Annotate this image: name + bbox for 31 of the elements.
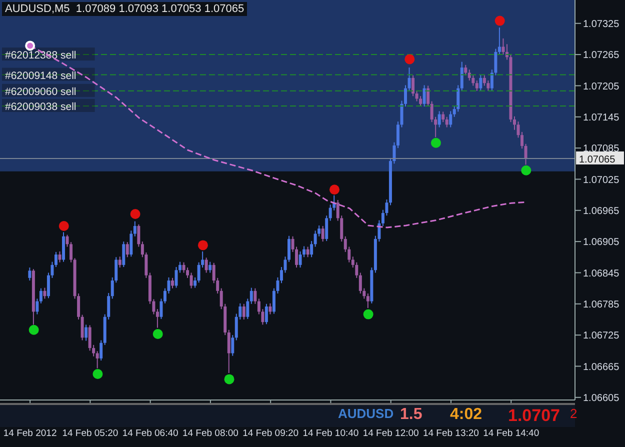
ref-line-label: #62009038 sell — [5, 100, 76, 113]
y-tick-label: 1.06965 — [583, 206, 620, 217]
chart-title: AUDUSD,M5 1.07089 1.07093 1.07053 1.07065 — [2, 2, 248, 16]
y-tick-label: 1.07325 — [583, 18, 620, 30]
x-tick-label: 14 Feb 12:00 — [362, 428, 419, 439]
y-tick-label: 1.07205 — [583, 81, 620, 92]
x-tick-label: 14 Feb 09:20 — [242, 428, 299, 439]
y-tick-label: 1.06605 — [583, 392, 620, 404]
y-tick-label: 1.07265 — [583, 50, 620, 62]
x-tick-label: 14 Feb 05:20 — [62, 428, 118, 439]
x-tick-label: 14 Feb 14:40 — [483, 428, 540, 439]
y-tick-label: 1.06725 — [583, 330, 620, 342]
text: AUDUSD — [338, 406, 394, 421]
y-tick-label: 1.07145 — [583, 112, 620, 124]
y-tick-label: 1.07025 — [583, 174, 620, 186]
x-tick-label: 14 Feb 2012 — [3, 428, 57, 439]
y-tick-label: 1.06845 — [583, 268, 620, 280]
y-tick-label: 1.06785 — [583, 299, 620, 310]
y-tick-label: 1.06905 — [583, 237, 620, 248]
text: 1.5 — [400, 406, 422, 424]
ref-line-label: 1.07065 — [579, 154, 616, 166]
text: 1.0707 — [508, 406, 560, 426]
x-tick-label: 14 Feb 06:40 — [122, 428, 178, 439]
ref-line-label: #62009060 sell — [5, 86, 76, 98]
x-tick-label: 14 Feb 10:40 — [302, 428, 359, 439]
y-tick-label: 1.06665 — [583, 362, 620, 373]
text: 2 — [570, 406, 578, 421]
ref-line-label: #62009148 sell — [5, 70, 76, 82]
x-tick-label: 14 Feb 13:20 — [422, 428, 479, 439]
text: 4:02 — [450, 406, 482, 424]
x-tick-label: 14 Feb 08:00 — [182, 428, 238, 439]
